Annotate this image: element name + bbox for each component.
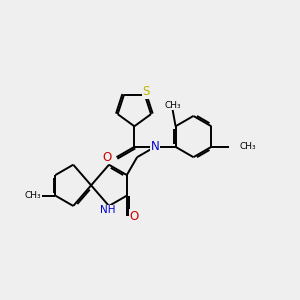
Text: O: O <box>130 210 139 223</box>
Text: NH: NH <box>100 206 115 215</box>
Text: CH₃: CH₃ <box>24 191 41 200</box>
Text: O: O <box>103 151 112 164</box>
Text: S: S <box>142 85 150 98</box>
Text: CH₃: CH₃ <box>239 142 256 152</box>
Text: CH₃: CH₃ <box>164 101 181 110</box>
Text: N: N <box>151 140 159 153</box>
